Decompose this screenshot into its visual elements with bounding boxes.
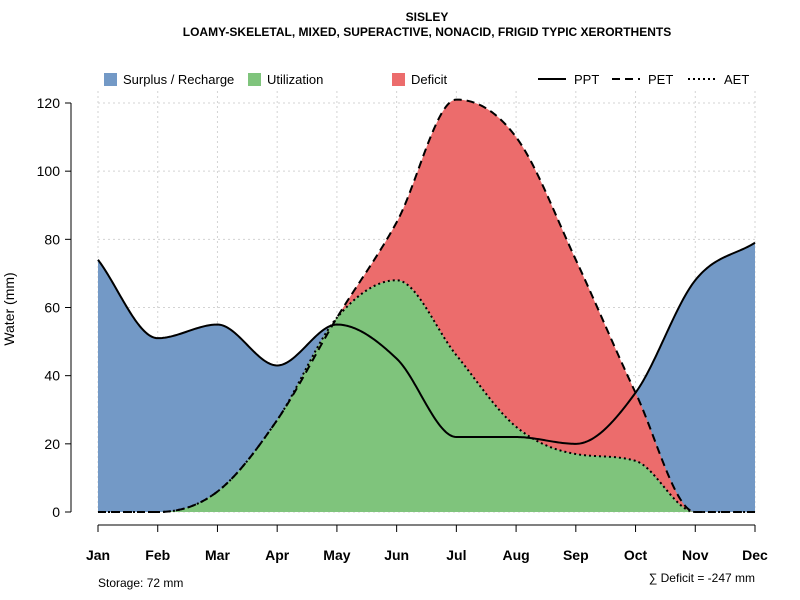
x-tick-label: Nov [682,547,709,563]
y-tick-label: 40 [44,368,60,384]
series-line-aet [98,279,755,513]
legend-label: PET [648,72,673,87]
y-tick-label: 0 [52,504,60,520]
y-tick-label: 100 [37,163,61,179]
deficit-area [98,99,755,512]
series-line-pet [98,98,755,513]
x-tick-label: Dec [742,547,768,563]
x-tick-label: Aug [502,547,529,563]
x-tick-label: Apr [265,547,290,563]
y-tick-label: 120 [37,95,61,111]
y-tick-label: 60 [44,300,60,316]
chart-title: SISLEY [406,10,449,24]
y-tick-label: 20 [44,436,60,452]
x-tick-label: May [323,547,350,563]
x-tick-label: Oct [624,547,648,563]
legend-label: PPT [574,72,599,87]
chart-subtitle: LOAMY-SKELETAL, MIXED, SUPERACTIVE, NONA… [183,25,671,39]
x-tick-label: Sep [563,547,589,563]
legend-label: Deficit [411,72,448,87]
x-tick-label: Jul [446,547,466,563]
x-tick-label: Feb [145,547,170,563]
y-tick-label: 80 [44,231,60,247]
legend-label: AET [724,72,749,87]
area-fills [98,99,755,513]
legend-swatch [392,73,405,86]
storage-label: Storage: 72 mm [98,576,183,590]
series-line-ppt [97,241,756,445]
legend-label: Utilization [267,72,323,87]
series-lines [97,98,756,513]
legend-swatch [248,73,261,86]
legend-label: Surplus / Recharge [123,72,234,87]
x-tick-label: Jan [86,547,110,563]
y-axis-label: Water (mm) [1,272,17,345]
legend: Surplus / Recharge Utilization Deficit PPT P… [104,72,749,87]
x-tick-label: Mar [205,547,230,563]
utilization-area [98,280,755,512]
deficit-label: ∑ Deficit = -247 mm [649,571,755,585]
x-tick-label: Jun [384,547,409,563]
legend-swatch [104,73,117,86]
axes: 0 20 40 60 80 100 120 Jan Feb Mar Apr May Jun Jul Aug S… [37,95,768,563]
